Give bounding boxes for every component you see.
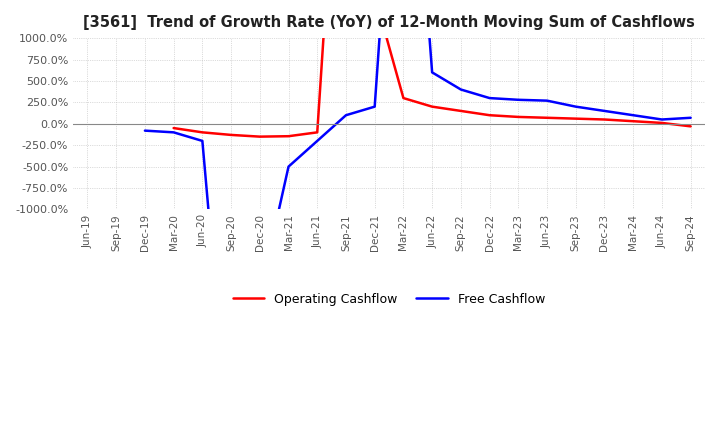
Free Cashflow <box>169 130 178 135</box>
Free Cashflow <box>543 98 552 103</box>
Operating Cashflow <box>572 116 580 121</box>
Free Cashflow <box>686 115 695 121</box>
Free Cashflow <box>284 164 293 169</box>
Operating Cashflow <box>514 114 523 120</box>
Free Cashflow <box>485 95 494 101</box>
Free Cashflow <box>629 113 637 118</box>
Operating Cashflow <box>600 117 609 122</box>
Operating Cashflow <box>686 124 695 129</box>
Operating Cashflow <box>629 118 637 124</box>
Operating Cashflow <box>169 125 178 131</box>
Operating Cashflow <box>284 134 293 139</box>
Free Cashflow <box>370 104 379 109</box>
Operating Cashflow <box>657 120 666 125</box>
Free Cashflow <box>342 113 351 118</box>
Line: Free Cashflow: Free Cashflow <box>145 0 690 440</box>
Free Cashflow <box>600 108 609 114</box>
Operating Cashflow <box>227 132 235 138</box>
Free Cashflow <box>428 70 436 75</box>
Operating Cashflow <box>456 108 465 114</box>
Operating Cashflow <box>543 115 552 121</box>
Free Cashflow <box>657 117 666 122</box>
Line: Operating Cashflow: Operating Cashflow <box>174 0 690 137</box>
Free Cashflow <box>456 87 465 92</box>
Free Cashflow <box>572 104 580 109</box>
Title: [3561]  Trend of Growth Rate (YoY) of 12-Month Moving Sum of Cashflows: [3561] Trend of Growth Rate (YoY) of 12-… <box>83 15 695 30</box>
Operating Cashflow <box>313 130 322 135</box>
Free Cashflow <box>140 128 149 133</box>
Operating Cashflow <box>428 104 436 109</box>
Free Cashflow <box>313 138 322 143</box>
Operating Cashflow <box>399 95 408 101</box>
Free Cashflow <box>198 138 207 143</box>
Free Cashflow <box>514 97 523 103</box>
Operating Cashflow <box>485 113 494 118</box>
Legend: Operating Cashflow, Free Cashflow: Operating Cashflow, Free Cashflow <box>228 288 550 311</box>
Operating Cashflow <box>198 130 207 135</box>
Operating Cashflow <box>256 134 264 139</box>
Free Cashflow <box>256 293 264 298</box>
